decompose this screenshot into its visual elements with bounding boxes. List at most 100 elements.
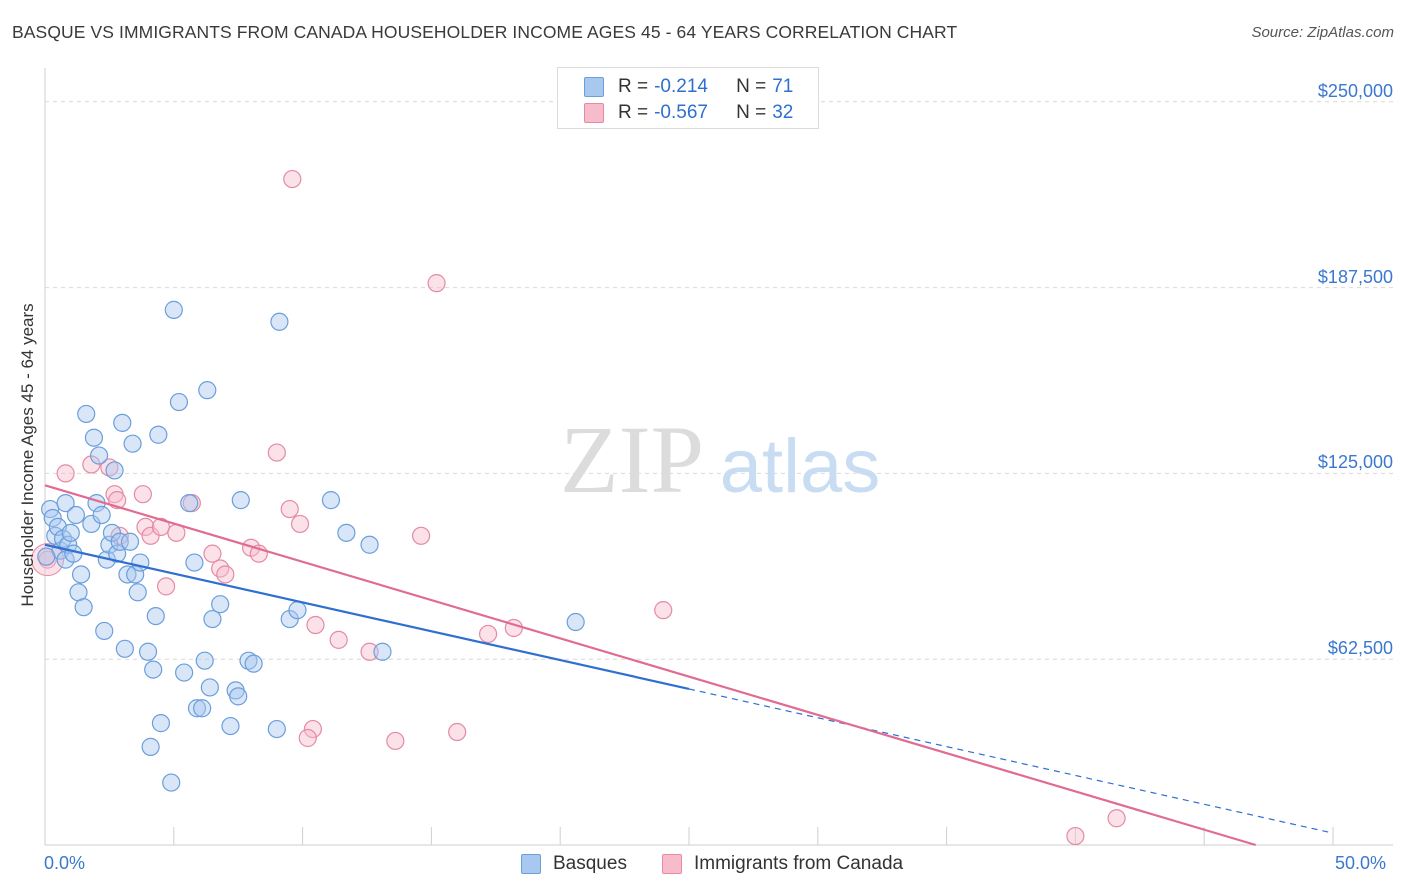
basques-point bbox=[64, 544, 83, 563]
legend-swatch-canada bbox=[584, 103, 604, 123]
basques-point bbox=[185, 553, 204, 572]
basques-point bbox=[373, 642, 392, 661]
legend-n-label: N = bbox=[736, 76, 767, 97]
basques-point bbox=[151, 714, 171, 733]
grid-lines bbox=[45, 101, 1393, 660]
basques-point bbox=[337, 523, 356, 542]
legend-row-canada: R = -0.567 N = 32 bbox=[584, 101, 793, 125]
basques-point bbox=[105, 461, 124, 480]
canada-point bbox=[360, 642, 379, 661]
canada-point bbox=[1107, 809, 1126, 828]
y-tick-label: $250,000 bbox=[1317, 80, 1393, 101]
basques-point bbox=[118, 565, 137, 584]
basques-point bbox=[108, 544, 127, 563]
basques-point bbox=[321, 491, 341, 510]
basques-trend-extension bbox=[688, 688, 1334, 834]
source-label: Source: ZipAtlas.com bbox=[1251, 24, 1394, 41]
basques-point bbox=[566, 612, 585, 632]
basques-point bbox=[198, 381, 217, 400]
legend-n-label: N = bbox=[736, 102, 767, 123]
series-immigrants-from-canada bbox=[31, 169, 1126, 846]
basques-point bbox=[84, 428, 104, 447]
trend-lines bbox=[44, 484, 1334, 847]
basques-point bbox=[77, 404, 96, 424]
watermark-zip: ZIP bbox=[560, 406, 704, 513]
basques-point bbox=[144, 660, 163, 679]
basques-point bbox=[138, 642, 158, 661]
canada-point bbox=[267, 443, 286, 462]
bottom-legend-label-basques: Basques bbox=[553, 853, 627, 874]
basques-point bbox=[74, 598, 93, 617]
watermark: ZIP atlas bbox=[560, 406, 880, 513]
basques-point bbox=[146, 606, 165, 626]
basques-point bbox=[43, 508, 62, 528]
bottom-legend-basques: Basques bbox=[521, 851, 627, 877]
basques-point bbox=[180, 494, 199, 513]
canada-point bbox=[478, 624, 498, 644]
canada-point bbox=[56, 464, 75, 483]
canada-point bbox=[1066, 826, 1085, 846]
basques-point bbox=[169, 392, 189, 412]
basques-point bbox=[56, 494, 75, 513]
basques-point bbox=[61, 523, 80, 542]
basques-point bbox=[95, 621, 114, 641]
canada-point bbox=[203, 544, 222, 563]
basques-point bbox=[270, 312, 289, 331]
basques-point bbox=[128, 583, 147, 602]
basques-point bbox=[193, 699, 212, 718]
legend-r-label: R = bbox=[618, 102, 649, 123]
basques-point bbox=[120, 532, 140, 551]
canada-point bbox=[427, 274, 446, 293]
basques-point bbox=[89, 446, 109, 465]
basques-point bbox=[239, 651, 258, 670]
canada-point bbox=[280, 499, 299, 519]
canada-point bbox=[303, 719, 323, 739]
canada-trend-line bbox=[44, 484, 1257, 847]
basques-point bbox=[231, 491, 250, 510]
bottom-legend-canada: Immigrants from Canada bbox=[662, 851, 903, 877]
basques-point bbox=[141, 737, 160, 756]
bottom-legend-swatch-canada bbox=[662, 854, 682, 874]
basques-point bbox=[92, 505, 111, 525]
basques-point bbox=[187, 699, 207, 718]
basques-point bbox=[162, 773, 181, 792]
canada-point bbox=[133, 485, 152, 504]
watermark-atlas: atlas bbox=[720, 424, 881, 509]
basques-point bbox=[195, 651, 214, 670]
canada-point bbox=[100, 458, 119, 477]
basques-point bbox=[200, 678, 219, 697]
legend-r-value: -0.214 bbox=[654, 76, 708, 97]
canada-point bbox=[216, 565, 235, 584]
y-tick-label: $125,000 bbox=[1317, 452, 1393, 473]
axes bbox=[44, 68, 1393, 846]
bottom-legend-label-canada: Immigrants from Canada bbox=[694, 853, 904, 874]
basques-point bbox=[267, 719, 286, 739]
basques-point bbox=[203, 609, 222, 629]
correlation-legend: R = -0.214 N = 71 R = -0.567 N = 32 bbox=[557, 67, 819, 129]
bottom-legend-swatch-basques bbox=[521, 854, 541, 874]
canada-point bbox=[448, 722, 467, 742]
basques-point bbox=[115, 639, 134, 658]
basques-point bbox=[229, 687, 248, 706]
canada-point bbox=[151, 517, 171, 537]
basques-point bbox=[211, 595, 230, 614]
legend-n-value: 32 bbox=[772, 102, 794, 123]
canada-point bbox=[211, 559, 230, 578]
basques-point bbox=[71, 565, 91, 584]
canada-point bbox=[290, 514, 310, 534]
canada-point bbox=[38, 550, 57, 569]
canada-point bbox=[136, 517, 155, 537]
legend-row-basques: R = -0.214 N = 71 bbox=[584, 75, 793, 99]
canada-point bbox=[298, 728, 317, 748]
basques-point bbox=[37, 547, 56, 566]
basques-point bbox=[123, 434, 142, 453]
series-basques bbox=[37, 300, 585, 792]
y-axis-title: Householder Income Ages 45 - 64 years bbox=[18, 303, 37, 607]
basques-point bbox=[110, 532, 129, 551]
legend-n-value: 71 bbox=[772, 76, 794, 97]
chart-title: BASQUE VS IMMIGRANTS FROM CANADA HOUSEHO… bbox=[12, 22, 958, 42]
canada-point bbox=[386, 731, 405, 751]
legend-r-label: R = bbox=[618, 76, 649, 97]
basques-point bbox=[288, 601, 307, 620]
